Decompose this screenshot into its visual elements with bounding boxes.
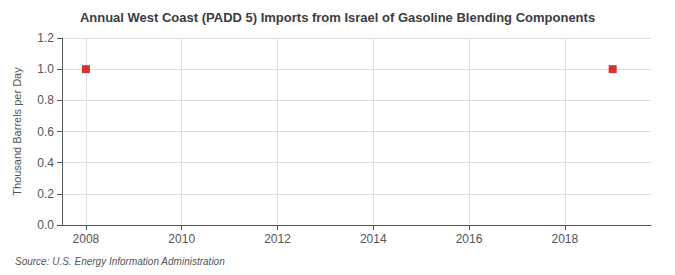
svg-text:0.6: 0.6 [37,125,54,139]
svg-text:Thousand Barrels per Day: Thousand Barrels per Day [11,67,23,196]
svg-text:2016: 2016 [456,232,483,246]
svg-text:1.0: 1.0 [37,62,54,76]
svg-text:2014: 2014 [360,232,387,246]
svg-text:Source: U.S. Energy Informatio: Source: U.S. Energy Information Administ… [15,256,225,267]
svg-text:2008: 2008 [73,232,100,246]
svg-text:0.2: 0.2 [37,187,54,201]
svg-text:0.0: 0.0 [37,218,54,232]
svg-text:1.2: 1.2 [37,31,54,45]
svg-text:2010: 2010 [168,232,195,246]
svg-text:0.4: 0.4 [37,156,54,170]
svg-text:0.8: 0.8 [37,93,54,107]
svg-text:2012: 2012 [264,232,291,246]
svg-text:Annual West Coast (PADD 5) Imp: Annual West Coast (PADD 5) Imports from … [80,10,595,25]
svg-text:2018: 2018 [551,232,578,246]
